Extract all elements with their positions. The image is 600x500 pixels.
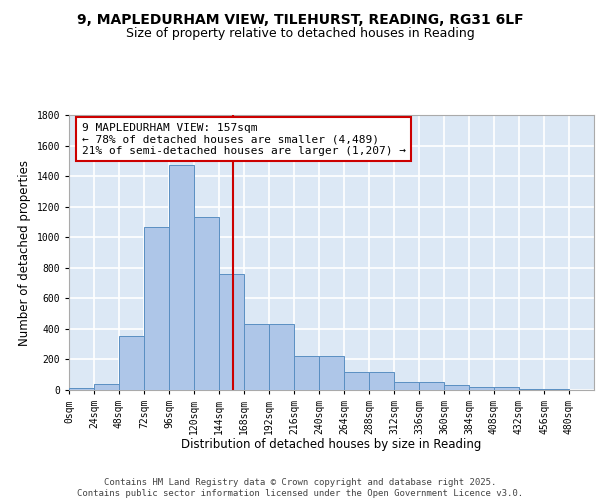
Bar bbox=[444, 386, 469, 390]
Bar bbox=[294, 356, 319, 390]
Bar bbox=[94, 384, 119, 390]
Text: 9, MAPLEDURHAM VIEW, TILEHURST, READING, RG31 6LF: 9, MAPLEDURHAM VIEW, TILEHURST, READING,… bbox=[77, 12, 523, 26]
Bar bbox=[544, 389, 569, 390]
Bar bbox=[244, 324, 269, 390]
Bar bbox=[344, 372, 369, 390]
Bar bbox=[519, 389, 544, 390]
Text: 9 MAPLEDURHAM VIEW: 157sqm
← 78% of detached houses are smaller (4,489)
21% of s: 9 MAPLEDURHAM VIEW: 157sqm ← 78% of deta… bbox=[82, 122, 406, 156]
Y-axis label: Number of detached properties: Number of detached properties bbox=[18, 160, 31, 346]
Text: Contains HM Land Registry data © Crown copyright and database right 2025.
Contai: Contains HM Land Registry data © Crown c… bbox=[77, 478, 523, 498]
Bar bbox=[194, 218, 219, 390]
Bar bbox=[219, 274, 244, 390]
Text: Size of property relative to detached houses in Reading: Size of property relative to detached ho… bbox=[125, 28, 475, 40]
Bar bbox=[394, 382, 419, 390]
Bar bbox=[494, 387, 519, 390]
Bar bbox=[369, 372, 394, 390]
Bar bbox=[319, 356, 344, 390]
Bar bbox=[119, 336, 144, 390]
Bar bbox=[169, 166, 194, 390]
Bar bbox=[269, 324, 294, 390]
Bar bbox=[69, 388, 94, 390]
Bar bbox=[469, 387, 494, 390]
Bar bbox=[419, 382, 444, 390]
Bar bbox=[144, 226, 169, 390]
X-axis label: Distribution of detached houses by size in Reading: Distribution of detached houses by size … bbox=[181, 438, 482, 452]
